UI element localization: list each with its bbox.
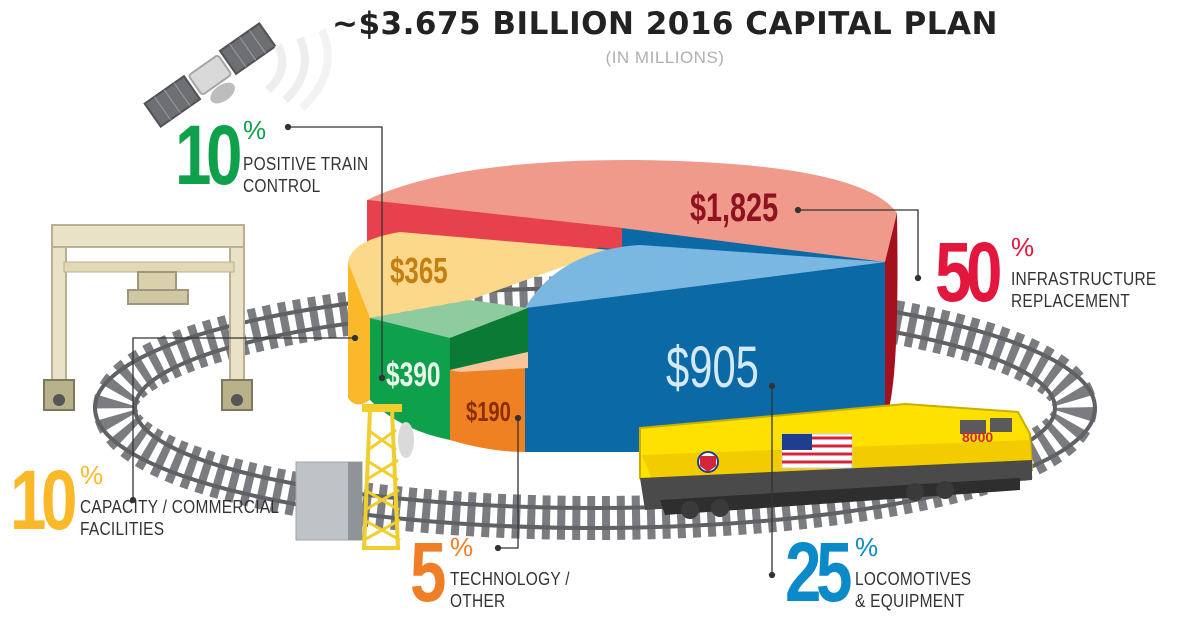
callout-pct: 50 (935, 225, 1002, 319)
value-label-infra: $1,825 (690, 186, 779, 230)
slice-top-tech (450, 352, 528, 372)
slice-top-capacity (348, 232, 610, 318)
slice-top-ptc (370, 300, 528, 338)
slice-side-ptc (370, 318, 525, 440)
value-label-ptc: $390 (386, 356, 441, 394)
chart-title: ~$3.675 BILLION 2016 CAPITAL PLAN (332, 6, 998, 42)
callout-label: TECHNOLOGY / OTHER (450, 569, 570, 611)
satellite-icon (143, 21, 277, 129)
callout-label: POSITIVE TRAIN CONTROL (243, 154, 369, 196)
callout-pct: 5 (410, 525, 446, 619)
callout-pct-sign: % (80, 460, 104, 490)
cell-tower-icon (295, 404, 414, 550)
callout-pct-sign: % (450, 532, 474, 562)
slice-side-tech (450, 355, 525, 452)
chart-subtitle: (IN MILLIONS) (605, 48, 725, 67)
callout-pct: 10 (10, 453, 77, 547)
callout-label: INFRASTRUCTURE REPLACEMENT (1011, 269, 1157, 311)
locomotive-icon (639, 402, 1034, 519)
callout-pct: 10 (175, 108, 242, 202)
slice-top-infra-front (367, 200, 622, 250)
slice-top-ptc-side (450, 308, 528, 370)
slice-side-capacity (348, 262, 400, 405)
value-label-tech: $190 (466, 396, 511, 427)
value-label-capacity: $365 (390, 250, 448, 291)
callout-pct-sign: % (855, 532, 879, 562)
value-label-loco: $905 (666, 335, 759, 400)
gantry-crane-icon (43, 224, 253, 411)
leader-lines (129, 123, 922, 579)
slice-top-infra (367, 160, 897, 262)
callout-pct: 25 (785, 525, 852, 619)
callout-pct-sign: % (1011, 232, 1035, 262)
locomotive-number: 8000 (962, 429, 993, 445)
callout-pct-sign: % (243, 115, 267, 145)
callout-label: LOCOMOTIVES & EQUIPMENT (855, 569, 972, 611)
callout-label: CAPACITY / COMMERCIAL FACILITIES (80, 497, 280, 539)
pie-chart (348, 160, 898, 452)
